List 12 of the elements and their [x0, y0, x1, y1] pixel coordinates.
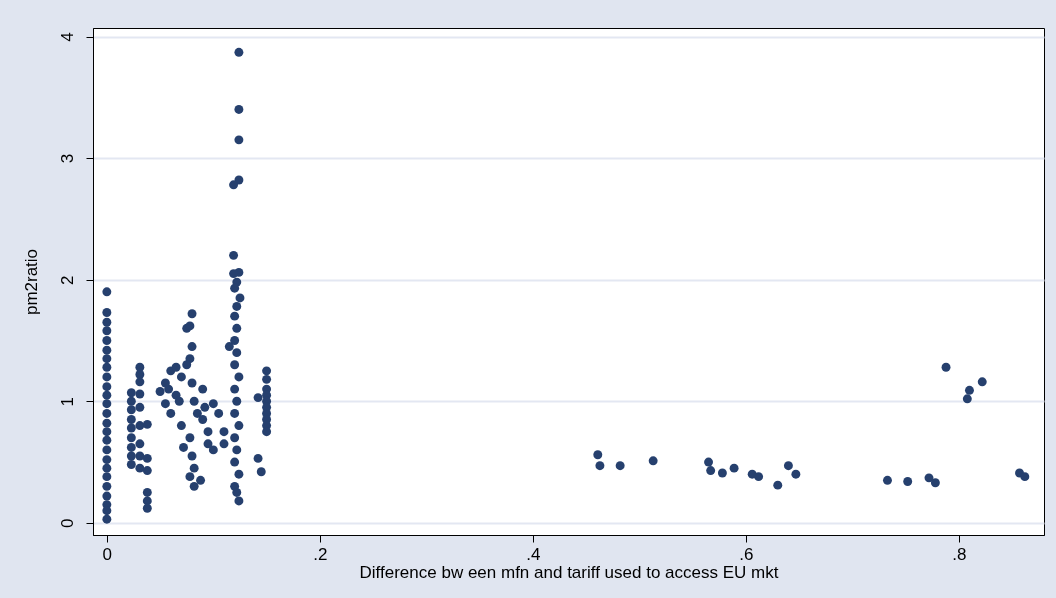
y-tick-label: 1	[57, 397, 77, 407]
y-axis-title: pm2ratio	[21, 248, 41, 316]
x-tick-label: .2	[313, 544, 328, 564]
y-tick-label: 4	[57, 32, 77, 42]
x-tick-label: .8	[952, 544, 967, 564]
x-tick-label: 0	[102, 544, 113, 564]
x-tick-label: .4	[526, 544, 541, 564]
y-tick-label: 3	[57, 153, 77, 164]
x-axis-title: Difference bw een mfn and tariff used to access EU mkt	[359, 562, 779, 582]
y-tick-label: 2	[57, 275, 77, 285]
y-tick-label: 0	[57, 518, 77, 529]
x-tick-label: .6	[739, 544, 754, 564]
